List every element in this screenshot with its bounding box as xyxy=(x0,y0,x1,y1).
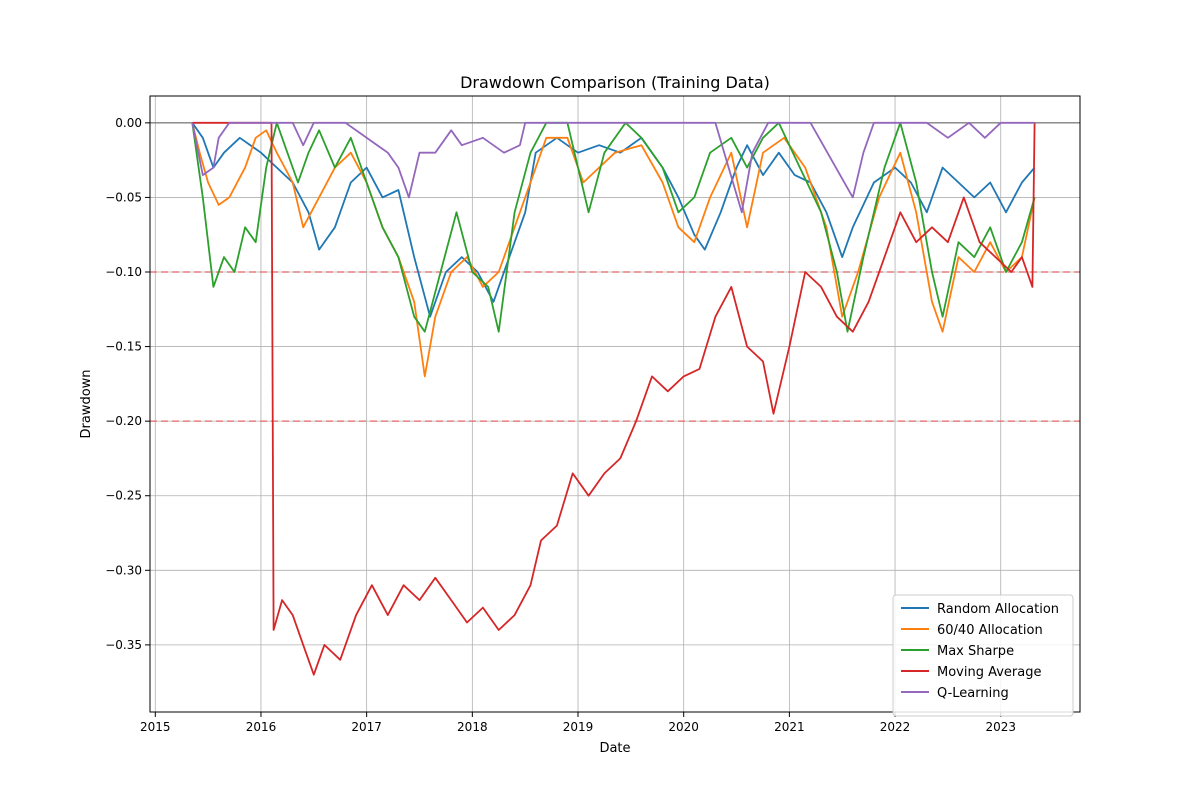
series-line xyxy=(191,122,1036,318)
x-tick-label: 2017 xyxy=(351,720,382,734)
legend-label: Max Sharpe xyxy=(937,644,1014,659)
legend-label: Moving Average xyxy=(937,665,1041,680)
x-tick-label: 2023 xyxy=(985,720,1016,734)
y-tick-label: −0.15 xyxy=(105,340,142,354)
series-line xyxy=(191,121,1035,214)
x-tick-label: 2022 xyxy=(880,720,911,734)
x-tick-label: 2015 xyxy=(140,720,171,734)
y-tick-label: −0.10 xyxy=(105,265,142,279)
legend-label: Q-Learning xyxy=(937,686,1009,701)
y-axis-ticks: 0.00 −0.05 −0.10 −0.15 −0.20 −0.25 −0.30 −0.35 xyxy=(105,116,150,652)
y-tick-label: −0.05 xyxy=(105,190,142,204)
x-axis-label: Date xyxy=(599,741,630,756)
chart-title: Drawdown Comparison (Training Data) xyxy=(460,73,770,92)
series-line xyxy=(192,121,1036,676)
y-tick-label: −0.25 xyxy=(105,489,142,503)
y-tick-label: −0.20 xyxy=(105,414,142,428)
x-tick-label: 2016 xyxy=(246,720,277,734)
x-tick-label: 2020 xyxy=(668,720,699,734)
legend-label: 60/40 Allocation xyxy=(937,623,1043,638)
x-tick-label: 2021 xyxy=(774,720,805,734)
legend: Random Allocation 60/40 Allocation Max Sha… xyxy=(892,594,1074,717)
y-axis-label: Drawdown xyxy=(79,369,94,438)
x-axis-ticks: 2015 2016 2017 2018 2019 2020 2021 2022 2023 xyxy=(140,712,1016,734)
series-lines xyxy=(191,121,1036,676)
series-line xyxy=(191,122,1036,378)
x-tick-label: 2019 xyxy=(563,720,594,734)
plot-frame xyxy=(149,95,1081,713)
x-tick-label: 2018 xyxy=(457,720,488,734)
legend-box xyxy=(892,594,1074,717)
y-tick-label: −0.35 xyxy=(105,638,142,652)
y-tick-label: 0.00 xyxy=(115,116,142,130)
y-tick-label: −0.30 xyxy=(105,563,142,577)
legend-label: Random Allocation xyxy=(937,602,1059,617)
